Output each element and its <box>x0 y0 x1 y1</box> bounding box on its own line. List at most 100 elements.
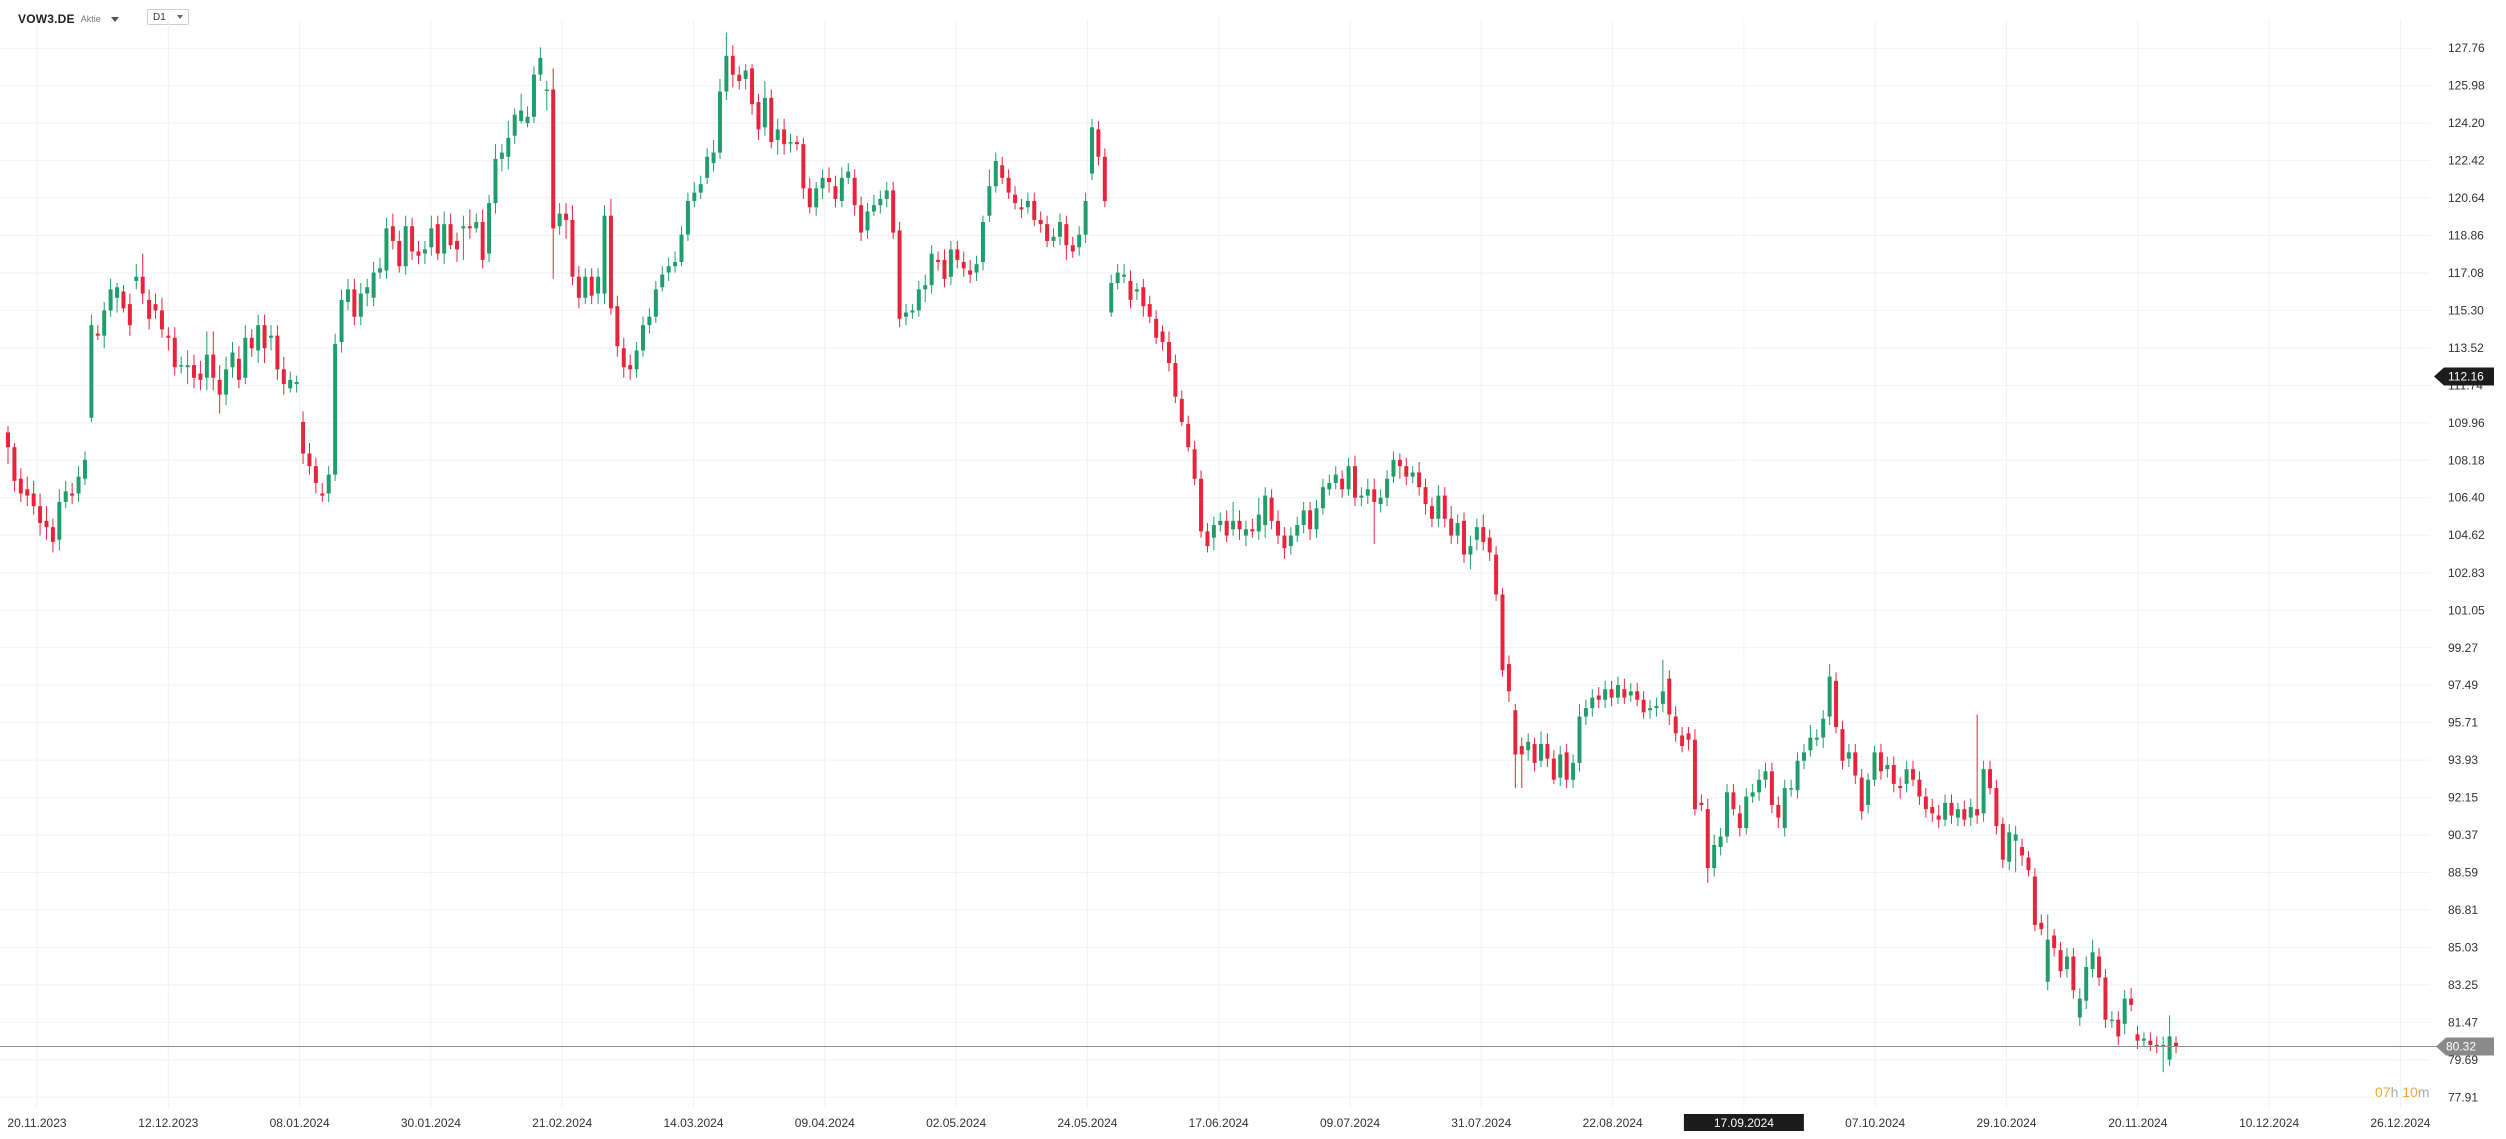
y-tick-label: 117.08 <box>2448 266 2484 280</box>
candle-body <box>1122 274 1127 277</box>
candle-body <box>801 144 806 189</box>
y-tick-label: 120.64 <box>2448 191 2485 205</box>
candle-body <box>378 268 383 273</box>
candle-body <box>474 222 479 229</box>
candle-body <box>1923 796 1928 810</box>
candle-body <box>256 325 261 351</box>
candle-body <box>1577 716 1582 763</box>
candle-body <box>294 381 299 385</box>
candle-body <box>634 350 639 370</box>
candle-body <box>1731 792 1736 810</box>
candle-body <box>339 299 344 342</box>
candle-body <box>544 89 549 91</box>
candle-body <box>1686 733 1691 740</box>
candle-body <box>1648 708 1653 711</box>
candle-body <box>936 259 941 263</box>
candle-body <box>807 188 812 208</box>
candle-body <box>82 459 87 479</box>
timeframe-label: D1 <box>153 11 166 23</box>
candle-body <box>499 152 504 159</box>
y-tick-label: 95.71 <box>2448 716 2478 730</box>
x-tick-label: 31.07.2024 <box>1451 1116 1511 1130</box>
symbol-selector[interactable]: VOW3.DE Aktie <box>18 10 119 28</box>
candle-body <box>666 266 671 273</box>
candle-body <box>583 276 588 298</box>
price-axis[interactable]: 127.76 125.98 124.20 122.42 120.64 118.86 117.… <box>2434 41 2494 1104</box>
candle-body <box>422 249 427 254</box>
candle-body <box>127 304 132 326</box>
candle-body <box>1436 495 1441 519</box>
candle-body <box>692 192 697 201</box>
candle-body <box>480 222 485 260</box>
candle-body <box>1006 177 1011 193</box>
candle-body <box>1243 529 1248 536</box>
candle-body <box>326 474 331 494</box>
candle-body <box>1654 706 1659 709</box>
candle-body <box>63 491 68 502</box>
y-tick-label: 122.42 <box>2448 154 2485 168</box>
y-tick-label: 79.69 <box>2448 1053 2478 1067</box>
x-tick-label: 26.12.2024 <box>2370 1116 2430 1130</box>
candle-body <box>833 186 838 199</box>
candle-body <box>1737 813 1742 829</box>
candle-body <box>1898 786 1903 789</box>
x-tick-label: 07.10.2024 <box>1845 1116 1905 1130</box>
timeframe-select[interactable]: D1 <box>147 9 189 25</box>
y-tick-label: 86.81 <box>2448 903 2478 917</box>
candle-body <box>403 226 408 267</box>
candle-body <box>307 453 312 467</box>
candle-body <box>948 249 953 277</box>
x-tick-label: 14.03.2024 <box>663 1116 723 1130</box>
candle-body <box>1019 207 1024 210</box>
candle-body <box>2007 832 2012 862</box>
candle-body <box>198 373 203 380</box>
candle-body <box>153 304 158 311</box>
candle-body <box>384 228 389 271</box>
instrument-type-label: Aktie <box>80 14 101 24</box>
candle-body <box>2103 977 2108 1020</box>
candle-body <box>2077 998 2082 1018</box>
candle-body <box>102 310 107 336</box>
candle-body <box>852 177 857 206</box>
candle-body <box>1083 200 1088 235</box>
y-tick-label: 81.47 <box>2448 1015 2478 1029</box>
candle-body <box>987 186 992 216</box>
candle-body <box>679 234 684 263</box>
candle-body <box>358 293 363 317</box>
candle-body <box>121 291 126 309</box>
candle-body <box>1750 792 1755 797</box>
candle-body <box>2084 967 2089 1001</box>
candle-body <box>76 476 81 494</box>
y-tick-label: 124.20 <box>2448 116 2485 130</box>
x-tick-label: 30.01.2024 <box>401 1116 461 1130</box>
candle-body <box>1090 127 1094 174</box>
candle-body <box>1641 699 1646 713</box>
candle-body <box>390 226 395 241</box>
candle-body <box>1795 760 1800 791</box>
candle-body <box>1179 398 1184 422</box>
candle-body <box>301 421 306 454</box>
candle-body <box>1013 194 1018 204</box>
candle-body <box>1308 510 1313 530</box>
candle-body <box>1391 459 1396 477</box>
time-axis[interactable]: 20.11.2023 12.12.2023 08.01.2024 30.01.2024… <box>7 1114 2431 1131</box>
candle-body <box>1975 809 1980 816</box>
candle-body <box>961 262 966 269</box>
candle-body <box>897 230 902 319</box>
candle-body <box>1134 289 1139 292</box>
candle-body <box>1699 802 1704 805</box>
candle-body <box>1757 779 1762 793</box>
candle-body <box>1917 779 1922 797</box>
candle-body <box>2039 922 2044 930</box>
candle-body <box>1827 676 1832 717</box>
candle-body <box>512 114 517 136</box>
candle-body <box>1237 520 1242 530</box>
candle-body <box>1718 836 1723 848</box>
candle-body <box>827 177 832 183</box>
candle-body <box>1025 200 1030 208</box>
candle-body <box>1878 752 1883 772</box>
candle-body <box>1840 729 1845 761</box>
candle-body <box>1404 466 1409 477</box>
x-tick-highlight <box>1683 1114 1804 1131</box>
